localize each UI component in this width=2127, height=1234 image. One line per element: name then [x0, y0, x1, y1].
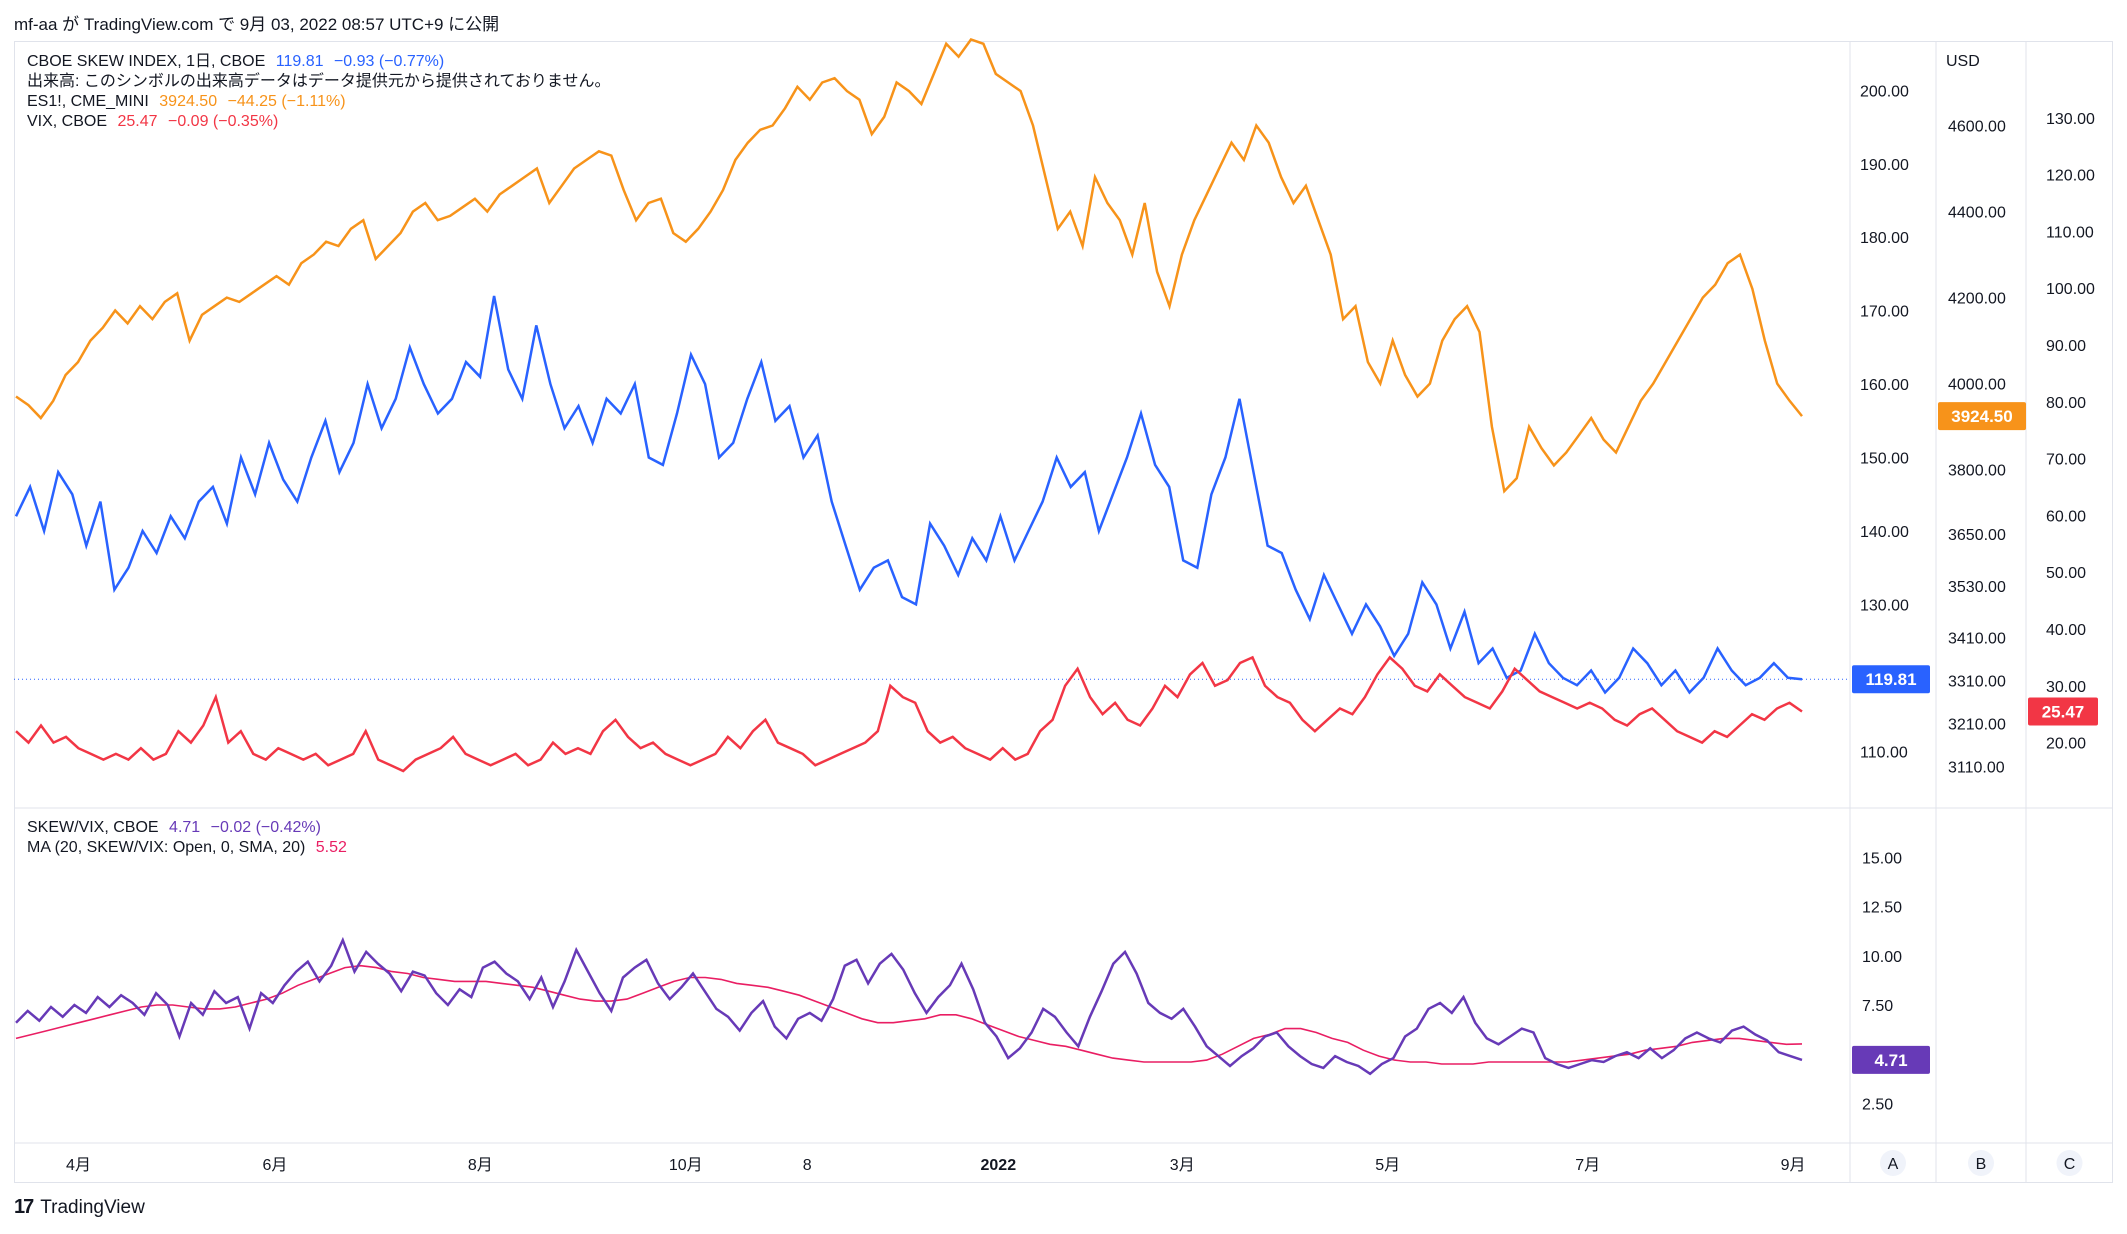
legend-volume-name: 出来高: このシンボルの出来高データはデータ提供元から提供されておりません。	[27, 73, 611, 90]
skew-price-tag-bg	[1852, 665, 1930, 694]
legend-vix-change: −0.09 (−0.35%)	[167, 113, 279, 130]
legend-main-pane: CBOE SKEW INDEX, 1日, CBOE 119.81 −0.93 (…	[27, 52, 616, 132]
legend-sub-pane: SKEW/VIX, CBOE 4.71 −0.02 (−0.42%) MA (2…	[27, 818, 353, 858]
axis-b-tick-label: 4000.00	[1948, 377, 2006, 394]
time-axis-tick-label: 7月	[1575, 1157, 1600, 1174]
skewvix-price-tag-bg	[1852, 1045, 1930, 1074]
legend-row-skew[interactable]: CBOE SKEW INDEX, 1日, CBOE 119.81 −0.93 (…	[27, 52, 616, 72]
es-price-tag-bg	[1938, 402, 2026, 431]
series-line-es	[15, 38, 1803, 494]
axis-b-tick-label: 3110.00	[1948, 759, 2005, 776]
vix-price-tag-bg	[2028, 697, 2098, 726]
axis-c-tick-label: 30.00	[2046, 679, 2086, 696]
sub-axis-tick-label: 7.50	[1862, 998, 1893, 1015]
sub-axis-tick-label: 10.00	[1862, 949, 1902, 966]
axis-a-tick-label: 200.00	[1860, 83, 1909, 100]
time-axis-tick-label: 6月	[263, 1157, 288, 1174]
axis-c-tick-label: 20.00	[2046, 736, 2086, 753]
scale-c-button[interactable]	[2056, 1150, 2083, 1176]
series-line-vix	[15, 655, 1803, 773]
axis-c-tick-label: 70.00	[2046, 452, 2086, 469]
axis-b-tick-label: 4200.00	[1948, 291, 2006, 308]
axis-a-tick-label: 180.00	[1860, 230, 1909, 247]
time-axis-tick-label: 4月	[66, 1157, 91, 1174]
tradingview-logo[interactable]: 17 TradingView	[14, 1196, 145, 1219]
legend-vix-value: 25.47	[117, 113, 158, 130]
axis-b-tick-label: 3210.00	[1948, 716, 2006, 733]
axis-b-currency-label: USD	[1946, 53, 1980, 70]
legend-ma-value: 5.52	[315, 839, 347, 856]
legend-skew-name: CBOE SKEW INDEX, 1日, CBOE	[27, 53, 266, 70]
axis-b-tick-label: 4600.00	[1948, 119, 2006, 136]
legend-row-ma[interactable]: MA (20, SKEW/VIX: Open, 0, SMA, 20) 5.52	[27, 838, 353, 858]
legend-ma-name: MA (20, SKEW/VIX: Open, 0, SMA, 20)	[27, 839, 306, 856]
scale-b-button[interactable]	[1968, 1150, 1994, 1176]
scale-a-button-label: A	[1888, 1156, 1899, 1173]
axis-b-tick-label: 4400.00	[1948, 205, 2006, 222]
scale-c-button-label: C	[2064, 1156, 2076, 1173]
axis-c-tick-label: 90.00	[2046, 338, 2086, 355]
axis-a-tick-label: 140.00	[1860, 524, 1909, 541]
axis-c-tick-label: 130.00	[2046, 111, 2095, 128]
legend-skewvix-change: −0.02 (−0.42%)	[210, 819, 321, 836]
vix-price-tag: 25.47	[2042, 702, 2085, 721]
legend-skewvix-name: SKEW/VIX, CBOE	[27, 819, 159, 836]
axis-a-tick-label: 150.00	[1860, 451, 1909, 468]
legend-es-name: ES1!, CME_MINI	[27, 93, 149, 110]
scale-b-button-label: B	[1976, 1156, 1987, 1173]
legend-vix-name: VIX, CBOE	[27, 113, 108, 130]
series-line-skewvix	[15, 936, 1803, 1076]
time-axis-tick-label: 8月	[468, 1157, 493, 1174]
axis-a-tick-label: 110.00	[1860, 744, 1908, 761]
time-axis-tick-label: 8	[803, 1157, 812, 1174]
axis-b-tick-label: 3800.00	[1948, 463, 2006, 480]
axis-a-tick-label: 190.00	[1860, 157, 1909, 174]
legend-es-value: 3924.50	[159, 93, 218, 110]
chart-frame	[14, 41, 2113, 1183]
legend-row-vix[interactable]: VIX, CBOE 25.47 −0.09 (−0.35%)	[27, 112, 616, 132]
time-axis-tick-label: 10月	[669, 1157, 703, 1174]
axis-c-tick-label: 60.00	[2046, 508, 2086, 525]
axis-c-tick-label: 110.00	[2046, 224, 2094, 241]
axis-b-tick-label: 3310.00	[1948, 673, 2006, 690]
axis-b-tick-label: 3410.00	[1948, 630, 2006, 647]
sub-axis-tick-label: 12.50	[1862, 900, 1902, 917]
es-price-tag: 3924.50	[1951, 407, 2012, 426]
legend-row-volume[interactable]: 出来高: このシンボルの出来高データはデータ提供元から提供されておりません。	[27, 72, 616, 92]
scale-a-button[interactable]	[1880, 1150, 1906, 1176]
axis-a-tick-label: 170.00	[1860, 304, 1909, 321]
time-axis-tick-label: 2022	[981, 1157, 1017, 1174]
time-axis-tick-label: 9月	[1781, 1157, 1806, 1174]
series-line-ma	[15, 964, 1803, 1065]
tradingview-logo-icon: 17	[14, 1196, 34, 1218]
legend-skewvix-value: 4.71	[169, 819, 201, 836]
skew-price-tag: 119.81	[1865, 670, 1916, 689]
sub-axis-tick-label: 2.50	[1862, 1096, 1893, 1113]
axis-c-tick-label: 40.00	[2046, 622, 2086, 639]
tradingview-logo-text: TradingView	[40, 1196, 145, 1218]
axis-c-tick-label: 100.00	[2046, 281, 2095, 298]
time-axis-tick-label: 3月	[1170, 1157, 1195, 1174]
legend-es-change: −44.25 (−1.11%)	[227, 93, 346, 110]
axis-a-tick-label: 160.00	[1860, 377, 1909, 394]
legend-skew-value: 119.81	[275, 53, 324, 70]
skewvix-price-tag: 4.71	[1874, 1051, 1907, 1070]
axis-a-tick-label: 130.00	[1860, 597, 1909, 614]
publish-header: mf-aa が TradingView.com で 9月 03, 2022 08…	[14, 15, 500, 34]
axis-b-tick-label: 3530.00	[1948, 579, 2006, 596]
series-line-skew	[14, 295, 1803, 695]
legend-row-skewvix[interactable]: SKEW/VIX, CBOE 4.71 −0.02 (−0.42%)	[27, 818, 353, 838]
axis-c-tick-label: 120.00	[2046, 168, 2095, 185]
legend-skew-change: −0.93 (−0.77%)	[333, 53, 445, 70]
axis-c-tick-label: 80.00	[2046, 395, 2086, 412]
legend-row-es[interactable]: ES1!, CME_MINI 3924.50 −44.25 (−1.11%)	[27, 92, 616, 112]
sub-axis-tick-label: 15.00	[1862, 851, 1902, 868]
axis-c-tick-label: 50.00	[2046, 565, 2086, 582]
time-axis-tick-label: 5月	[1375, 1157, 1400, 1174]
axis-b-tick-label: 3650.00	[1948, 527, 2006, 544]
